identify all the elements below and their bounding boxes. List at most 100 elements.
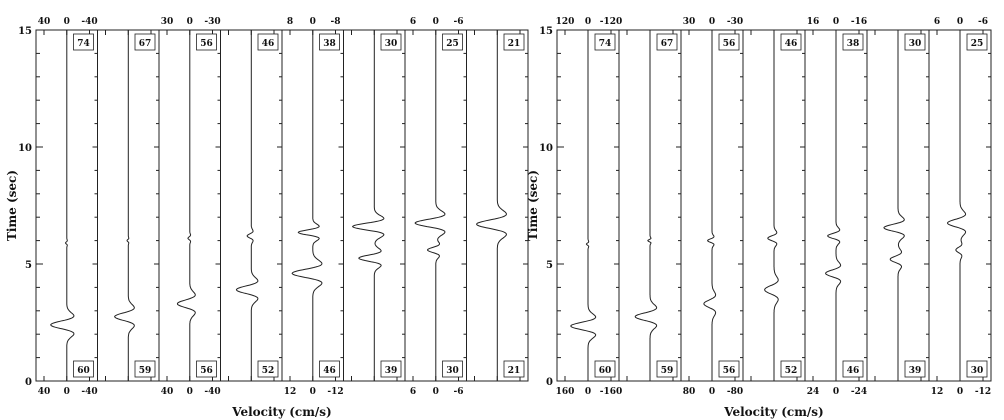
top-tick-label: 6 (410, 17, 416, 27)
top-distance-box (73, 33, 94, 51)
bottom-distance-label: 60 (77, 366, 90, 376)
top-distance-label: 38 (323, 39, 336, 49)
bottom-distance-label: 52 (262, 366, 275, 376)
y-tick-label: 5 (546, 260, 553, 271)
top-tick-label: -120 (600, 17, 623, 27)
velocity-trace (50, 30, 75, 381)
bottom-distance-box (257, 360, 279, 378)
bottom-distance-label: 59 (661, 366, 674, 376)
y-tick-label: 0 (546, 377, 553, 388)
y-tick-label: 15 (539, 26, 553, 37)
top-tick-label: -40 (81, 17, 97, 27)
top-distance-label: 56 (723, 39, 736, 49)
y-axis-label: Time (sec) (5, 170, 19, 241)
velocity-trace (291, 30, 323, 381)
x-axis-label: Velocity (cm/s) (231, 405, 331, 419)
bottom-tick-label: -12 (327, 387, 343, 397)
bottom-distance-label: 46 (847, 366, 860, 376)
top-distance-label: 74 (77, 39, 90, 49)
bottom-tick-label: 160 (556, 387, 575, 397)
bottom-distance-label: 60 (599, 366, 612, 376)
bottom-tick-label: -40 (204, 387, 220, 397)
top-distance-label: 67 (139, 39, 152, 49)
x-axis-label: Velocity (cm/s) (723, 405, 823, 419)
velocity-trace (634, 30, 658, 381)
bottom-tick-label: 12 (931, 387, 944, 397)
velocity-trace (351, 30, 385, 381)
bottom-distance-box (656, 360, 678, 378)
top-distance-box (966, 33, 988, 51)
bottom-distance-label: 39 (385, 366, 398, 376)
y-tick-label: 0 (25, 377, 32, 388)
bottom-tick-label: 0 (187, 387, 193, 397)
top-tick-label: 40 (38, 17, 51, 27)
bottom-distance-box (73, 360, 94, 378)
top-distance-label: 46 (262, 39, 275, 49)
bottom-distance-label: 59 (139, 366, 152, 376)
top-distance-label: 67 (661, 39, 674, 49)
bottom-distance-label: 56 (723, 366, 736, 376)
top-distance-box (380, 33, 402, 51)
bottom-distance-box (380, 360, 402, 378)
top-tick-label: 0 (310, 17, 316, 27)
top-tick-label: -30 (204, 17, 220, 27)
top-distance-label: 21 (508, 39, 521, 49)
bottom-tick-label: 40 (161, 387, 174, 397)
velocity-trace (235, 30, 259, 381)
top-distance-box (134, 33, 156, 51)
bottom-tick-label: 80 (683, 387, 696, 397)
velocity-trace (114, 30, 135, 381)
bottom-distance-label: 52 (785, 366, 798, 376)
bottom-tick-label: 0 (310, 387, 316, 397)
velocity-trace (764, 30, 779, 381)
top-distance-box (842, 33, 864, 51)
bottom-distance-box (134, 360, 156, 378)
y-tick-label: 10 (18, 143, 32, 154)
bottom-distance-label: 56 (200, 366, 213, 376)
bottom-distance-box (442, 360, 463, 378)
top-tick-label: 0 (187, 17, 193, 27)
bottom-tick-label: -6 (454, 387, 464, 397)
top-tick-label: -6 (454, 17, 464, 27)
bottom-distance-box (904, 360, 926, 378)
bottom-tick-label: -40 (81, 387, 97, 397)
bottom-tick-label: 0 (833, 387, 839, 397)
top-tick-label: 6 (934, 17, 940, 27)
top-tick-label: 0 (585, 17, 591, 27)
bottom-tick-label: 0 (957, 387, 963, 397)
top-tick-label: 0 (833, 17, 839, 27)
top-tick-label: 0 (957, 17, 963, 27)
y-tick-label: 5 (25, 260, 32, 271)
top-distance-box (319, 33, 340, 51)
bottom-distance-box (966, 360, 988, 378)
bottom-distance-box (503, 360, 525, 378)
top-distance-box (594, 33, 616, 51)
y-tick-label: 15 (18, 26, 32, 37)
bottom-distance-label: 30 (446, 366, 459, 376)
top-tick-label: 0 (433, 17, 439, 27)
bottom-tick-label: 24 (807, 387, 820, 397)
bottom-tick-label: -160 (600, 387, 623, 397)
top-distance-label: 38 (847, 39, 860, 49)
top-distance-label: 74 (599, 39, 612, 49)
top-distance-box (780, 33, 802, 51)
top-distance-label: 25 (971, 39, 984, 49)
bottom-tick-label: -24 (851, 387, 867, 397)
velocity-trace (946, 30, 967, 381)
top-distance-label: 25 (446, 39, 459, 49)
bottom-distance-box (594, 360, 616, 378)
top-tick-label: 16 (807, 17, 820, 27)
top-distance-box (503, 33, 525, 51)
top-tick-label: -6 (978, 17, 988, 27)
top-tick-label: -30 (727, 17, 743, 27)
bottom-tick-label: 0 (433, 387, 439, 397)
top-distance-box (196, 33, 217, 51)
velocity-trace (476, 30, 507, 381)
top-distance-box (718, 33, 740, 51)
top-distance-box (656, 33, 678, 51)
velocity-trace (825, 30, 842, 381)
top-tick-label: 30 (161, 17, 174, 27)
bottom-tick-label: 0 (709, 387, 715, 397)
top-distance-box (257, 33, 279, 51)
